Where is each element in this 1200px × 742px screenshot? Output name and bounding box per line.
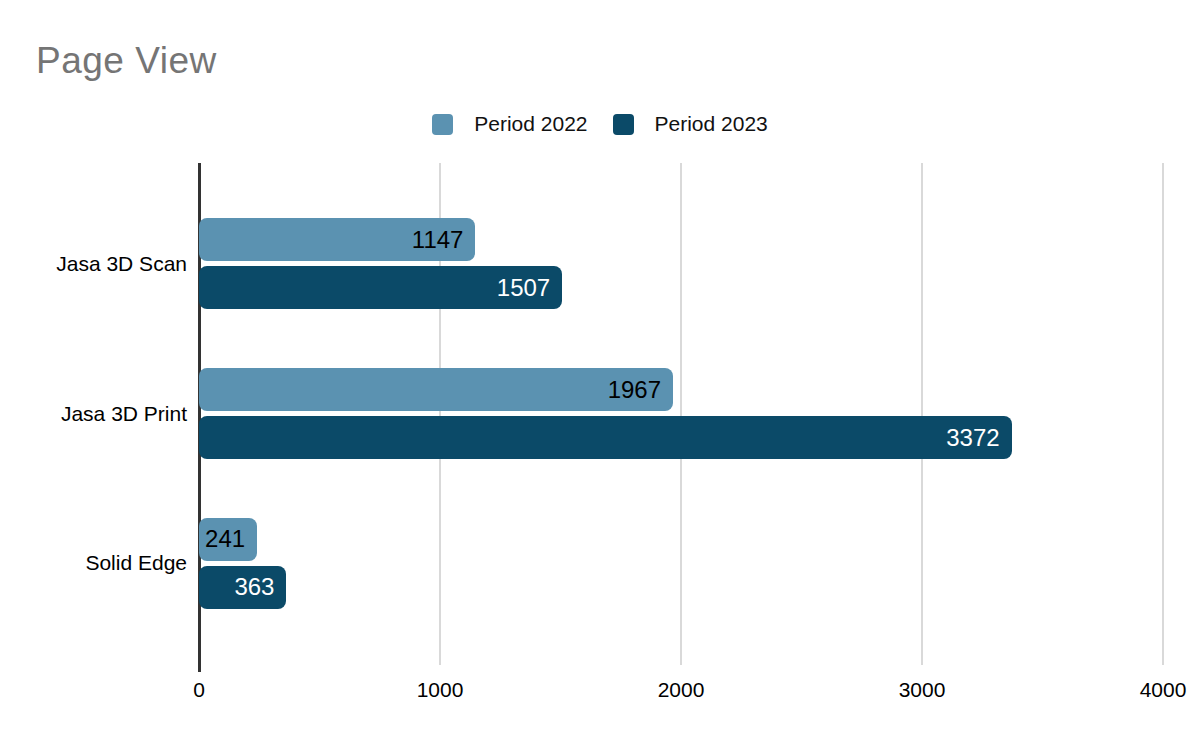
x-tick-label-4000: 4000 [1140,678,1187,702]
bar-rows: 1147 1507 1967 3372 241 363 [199,163,1163,665]
bar-period-2023-solid-edge[interactable]: 363 [199,566,286,609]
x-tick-label-0: 0 [193,678,205,702]
bar-value-label-period-2023-solid-edge: 363 [234,575,274,599]
legend-label-period-2022: Period 2022 [474,112,587,136]
bar-value-label-period-2022-solid-edge: 241 [205,527,245,551]
bar-period-2023-jasa-3d-scan[interactable]: 1507 [199,266,562,309]
bar-value-label-period-2022-jasa-3d-scan: 1147 [412,228,464,252]
legend-item-period-2022[interactable]: Period 2022 [432,112,587,136]
legend-swatch-period-2022 [432,114,453,135]
x-axis-labels: 01000200030004000 [199,678,1163,704]
bar-group-jasa-3d-print: 1967 3372 [199,339,1163,489]
bar-group-solid-edge: 241 363 [199,488,1163,638]
x-tick-label-3000: 3000 [899,678,946,702]
category-axis-labels: Jasa 3D ScanJasa 3D PrintSolid Edge [0,163,187,665]
legend: Period 2022 Period 2023 [0,111,1200,137]
bar-value-label-period-2023-jasa-3d-scan: 1507 [497,276,550,300]
x-tick-label-1000: 1000 [417,678,464,702]
chart-title: Page View [36,40,217,82]
bar-period-2022-solid-edge[interactable]: 241 [199,518,257,561]
plot-area: 1147 1507 1967 3372 241 363 [199,163,1163,665]
category-label-jasa-3d-scan: Jasa 3D Scan [0,189,187,339]
bar-period-2023-jasa-3d-print[interactable]: 3372 [199,416,1012,459]
bar-period-2022-jasa-3d-print[interactable]: 1967 [199,368,673,411]
bar-group-jasa-3d-scan: 1147 1507 [199,189,1163,339]
bar-value-label-period-2023-jasa-3d-print: 3372 [946,426,999,450]
bar-value-label-period-2022-jasa-3d-print: 1967 [608,378,661,402]
category-label-solid-edge: Solid Edge [0,488,187,638]
category-label-jasa-3d-print: Jasa 3D Print [0,339,187,489]
chart-container: Page View Period 2022 Period 2023 Jasa 3… [0,0,1200,742]
legend-item-period-2023[interactable]: Period 2023 [613,112,768,136]
legend-label-period-2023: Period 2023 [655,112,768,136]
x-tick-label-2000: 2000 [658,678,705,702]
legend-swatch-period-2023 [613,114,634,135]
bar-period-2022-jasa-3d-scan[interactable]: 1147 [199,218,475,261]
